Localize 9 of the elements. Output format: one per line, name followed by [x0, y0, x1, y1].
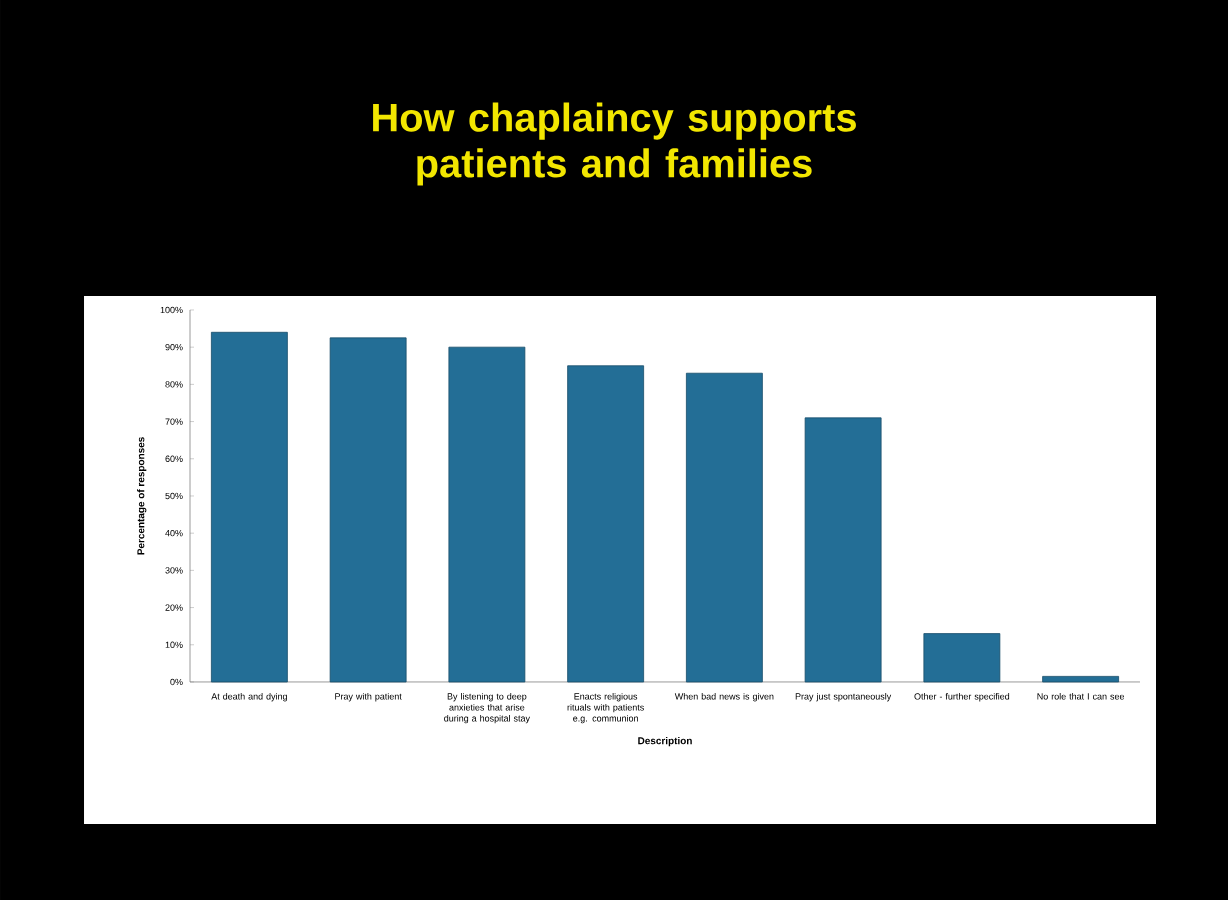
bar [1042, 675, 1120, 683]
bar [210, 331, 288, 683]
chart-title: How chaplaincy supports patients and families [373, 102, 856, 186]
bar [685, 372, 763, 683]
bar [923, 633, 1001, 683]
bar [567, 365, 645, 683]
bar [448, 346, 526, 683]
bar [804, 417, 882, 683]
bar [329, 337, 407, 683]
